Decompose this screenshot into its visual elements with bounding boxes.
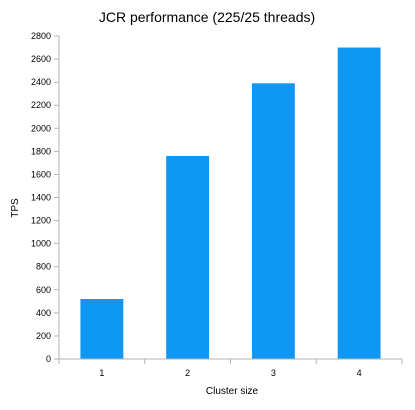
x-axis-title: Cluster size bbox=[206, 386, 259, 397]
bar-cluster-1 bbox=[80, 299, 124, 359]
bar-cluster-3 bbox=[251, 83, 295, 360]
y-tick-label: 1600 bbox=[31, 169, 51, 179]
y-tick-label: 600 bbox=[36, 285, 51, 295]
y-tick-label: 0 bbox=[46, 354, 51, 364]
bar-cluster-2 bbox=[166, 155, 210, 359]
y-tick-label: 2200 bbox=[31, 100, 51, 110]
y-tick-label: 1200 bbox=[31, 216, 51, 226]
y-tick-label: 1000 bbox=[31, 239, 51, 249]
x-tick-label: 1 bbox=[99, 368, 104, 378]
bars bbox=[80, 47, 381, 360]
y-tick-label: 1400 bbox=[31, 193, 51, 203]
y-tick-label: 800 bbox=[36, 262, 51, 272]
y-tick-label: 2600 bbox=[31, 54, 51, 64]
y-tick-label: 400 bbox=[36, 308, 51, 318]
y-axis-ticks: 0 200 400 600 800 1000 1200 1400 1600 1800 2000 220… bbox=[31, 31, 59, 364]
x-axis-ticks: 1 2 3 4 bbox=[58, 359, 403, 378]
x-tick-label: 4 bbox=[357, 368, 362, 378]
y-axis-title: TPS bbox=[10, 198, 21, 218]
y-tick-label: 200 bbox=[36, 331, 51, 341]
y-tick-label: 2000 bbox=[31, 123, 51, 133]
y-tick-label: 1800 bbox=[31, 146, 51, 156]
x-tick-label: 2 bbox=[185, 368, 190, 378]
x-tick-label: 3 bbox=[271, 368, 276, 378]
y-tick-label: 2800 bbox=[31, 31, 51, 41]
y-tick-label: 2400 bbox=[31, 77, 51, 87]
chart-title: JCR performance (225/25 threads) bbox=[99, 9, 315, 25]
bar-cluster-4 bbox=[337, 47, 381, 360]
